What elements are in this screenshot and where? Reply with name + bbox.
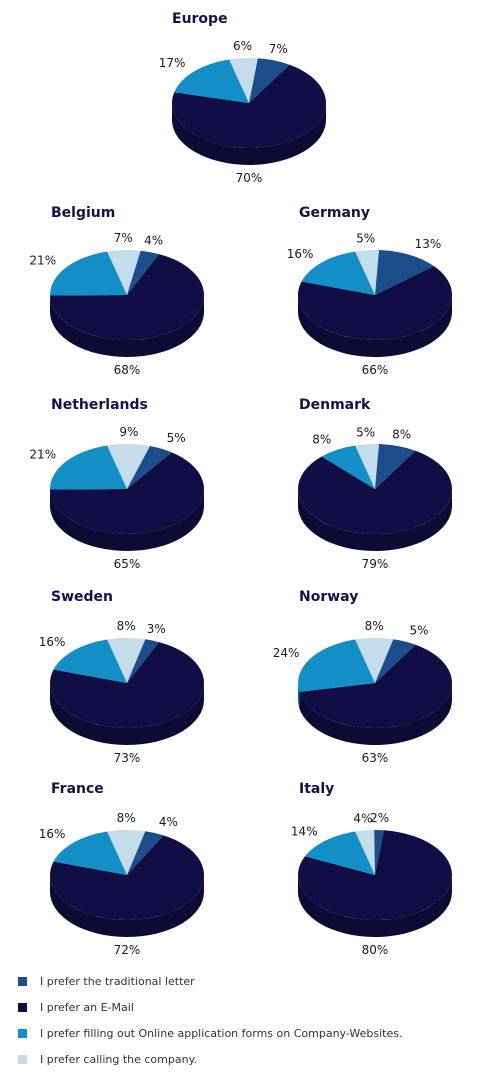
pct-label-letter: 3% (147, 622, 166, 636)
chart-title: Germany (299, 205, 370, 221)
chart-title: Denmark (299, 397, 371, 413)
pie-chart-belgium: Belgium 7% 4% 68% 21% (29, 205, 204, 377)
pct-label-email: 70% (236, 171, 263, 185)
pct-label-email: 73% (114, 751, 141, 765)
legend-item-forms: I prefer filling out Online application … (18, 1020, 488, 1046)
chart-title: France (51, 781, 104, 797)
chart-title: Netherlands (51, 397, 148, 413)
legend-label-letter: I prefer the traditional letter (40, 975, 195, 988)
pct-label-forms: 21% (29, 448, 56, 462)
chart-title: Belgium (51, 205, 115, 221)
pie-chart-germany: Germany 5% 13% 66% 16% (287, 205, 452, 377)
chart-title: Europe (172, 11, 228, 27)
pct-label-forms: 16% (39, 635, 66, 649)
legend-swatch-calling (18, 1055, 27, 1064)
pct-label-calling: 9% (119, 425, 138, 439)
pct-label-forms: 16% (39, 827, 66, 841)
pct-label-forms: 8% (312, 432, 331, 446)
legend: I prefer the traditional letter I prefer… (18, 968, 488, 1072)
pie-chart-netherlands: Netherlands 9% 5% 65% 21% (29, 397, 204, 571)
pct-label-letter: 8% (392, 428, 411, 442)
pct-label-calling: 7% (114, 231, 133, 245)
pct-label-calling: 8% (117, 619, 136, 633)
pie-chart-france: France 8% 4% 72% 16% (39, 781, 204, 957)
pie-chart-europe: Europe 6% 7% 70% 17% (159, 11, 326, 185)
pct-label-forms: 14% (291, 825, 318, 839)
pie-chart-norway: Norway 8% 5% 63% 24% (273, 589, 452, 765)
pct-label-letter: 7% (269, 42, 288, 56)
chart-title: Norway (299, 589, 358, 605)
legend-label-forms: I prefer filling out Online application … (40, 1027, 402, 1040)
pct-label-email: 72% (114, 943, 141, 957)
legend-item-calling: I prefer calling the company. (18, 1046, 488, 1072)
pie-chart-sweden: Sweden 8% 3% 73% 16% (39, 589, 204, 765)
pct-label-forms: 24% (273, 646, 300, 660)
pct-label-email: 63% (362, 751, 389, 765)
legend-swatch-letter (18, 977, 27, 986)
pct-label-letter: 2% (370, 811, 389, 825)
pie-chart-denmark: Denmark 5% 8% 79% 8% (298, 397, 452, 571)
legend-swatch-forms (18, 1029, 27, 1038)
legend-item-email: I prefer an E-Mail (18, 994, 488, 1020)
pct-label-forms: 17% (159, 56, 186, 70)
legend-label-email: I prefer an E-Mail (40, 1001, 134, 1014)
legend-label-calling: I prefer calling the company. (40, 1053, 197, 1066)
pie-charts-area: Europe 6% 7% 70% 17% Belgium 7% 4% 68% 21% Germany… (0, 0, 495, 960)
pct-label-letter: 4% (159, 815, 178, 829)
pct-label-forms: 21% (29, 254, 56, 268)
pct-label-calling: 8% (117, 811, 136, 825)
pct-label-email: 68% (114, 363, 141, 377)
chart-title: Italy (299, 781, 334, 797)
legend-item-letter: I prefer the traditional letter (18, 968, 488, 994)
pct-label-calling: 8% (365, 619, 384, 633)
pct-label-calling: 6% (233, 39, 252, 53)
pct-label-forms: 16% (287, 247, 314, 261)
pct-label-letter: 5% (410, 624, 429, 638)
pct-label-email: 79% (362, 557, 389, 571)
pct-label-email: 66% (362, 363, 389, 377)
pct-label-email: 65% (114, 557, 141, 571)
pct-label-letter: 13% (415, 237, 442, 251)
pct-label-letter: 4% (144, 234, 163, 248)
chart-title: Sweden (51, 589, 113, 605)
pct-label-email: 80% (362, 943, 389, 957)
pct-label-letter: 5% (167, 431, 186, 445)
pct-label-calling: 5% (356, 231, 375, 245)
legend-swatch-email (18, 1003, 27, 1012)
pct-label-calling: 5% (356, 425, 375, 439)
